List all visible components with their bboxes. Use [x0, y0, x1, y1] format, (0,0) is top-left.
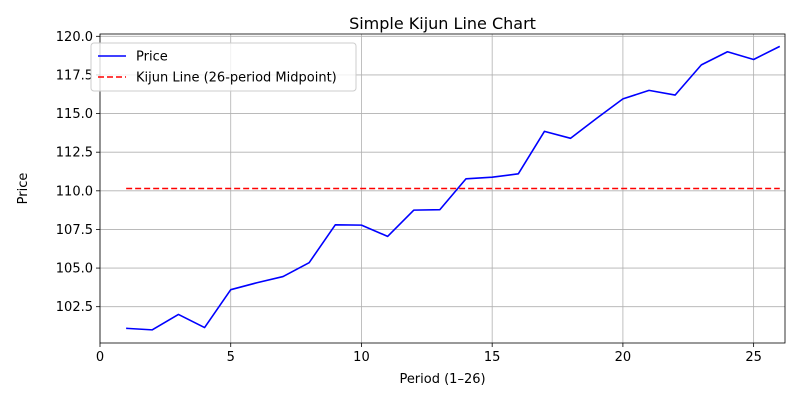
price-series-line: [126, 45, 781, 331]
y-tick-label: 120.0: [56, 30, 93, 45]
legend: Price Kijun Line (26-period Midpoint): [90, 42, 357, 92]
y-tick-label: 112.5: [56, 146, 93, 161]
series-layer: [126, 45, 781, 331]
legend-price-label: Price: [136, 50, 168, 65]
x-tick-label: 15: [484, 350, 501, 365]
y-tick-label: 102.5: [56, 300, 93, 315]
grid: [99, 34, 785, 343]
x-tick-label: 25: [745, 350, 762, 365]
y-tick-label: 115.0: [56, 107, 93, 122]
chart-title: Simple Kijun Line Chart: [349, 14, 536, 33]
y-tick-label: 107.5: [56, 223, 93, 238]
x-tick-label: 20: [615, 350, 632, 365]
plot-frame: [99, 33, 786, 344]
x-tick-label: 5: [227, 350, 235, 365]
axis-ticks: 0 5 10 15 20 25 102.5 105.0 107.5 110.0 112.5 115.0…: [56, 30, 762, 365]
x-tick-label: 0: [96, 350, 104, 365]
y-tick-label: 117.5: [56, 68, 93, 83]
y-axis-label: Price: [16, 173, 31, 205]
y-tick-label: 105.0: [56, 262, 93, 277]
x-tick-label: 10: [353, 350, 370, 365]
legend-kijun-label: Kijun Line (26-period Midpoint): [136, 71, 337, 86]
y-tick-label: 110.0: [56, 184, 93, 199]
x-axis-label: Period (1–26): [399, 372, 485, 387]
legend-box: [90, 42, 357, 92]
